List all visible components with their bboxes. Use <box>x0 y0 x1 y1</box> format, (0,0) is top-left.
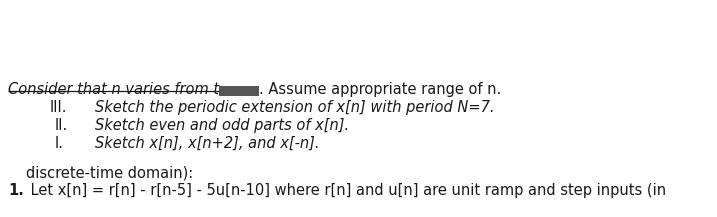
Text: Sketch the periodic extension of x[n] with period N=7.: Sketch the periodic extension of x[n] wi… <box>95 100 495 115</box>
Text: Sketch x[n], x[n+2], and x[-n].: Sketch x[n], x[n+2], and x[-n]. <box>95 136 320 151</box>
Text: Sketch even and odd parts of x[n].: Sketch even and odd parts of x[n]. <box>95 118 349 133</box>
Bar <box>219 86 259 96</box>
Text: Consider that n varies from t: Consider that n varies from t <box>8 82 219 97</box>
Text: II.: II. <box>55 118 68 133</box>
Text: 1.: 1. <box>8 183 24 198</box>
Text: III.: III. <box>50 100 67 115</box>
Text: I.: I. <box>55 136 64 151</box>
Text: Let x[n] = r[n] - r[n-5] - 5u[n-10] where r[n] and u[n] are unit ramp and step i: Let x[n] = r[n] - r[n-5] - 5u[n-10] wher… <box>26 183 666 198</box>
Text: . Assume appropriate range of n.: . Assume appropriate range of n. <box>259 82 500 97</box>
Text: discrete-time domain):: discrete-time domain): <box>26 165 194 180</box>
